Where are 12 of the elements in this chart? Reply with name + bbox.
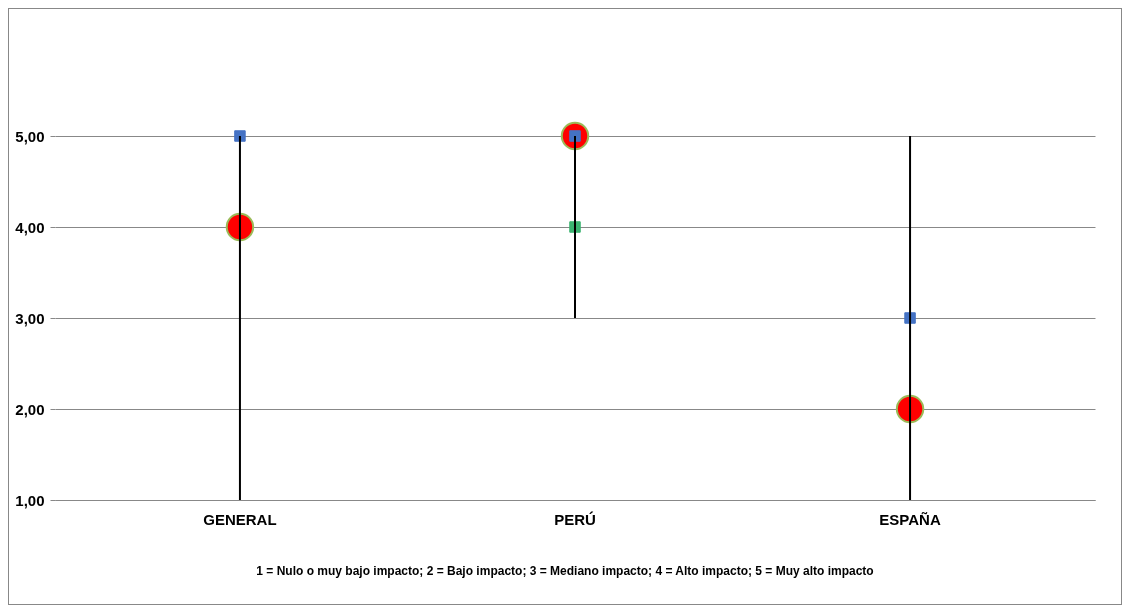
y-tick-label: 3,00 <box>15 309 45 327</box>
x-tick-label: PERÚ <box>554 510 596 528</box>
point <box>225 212 255 242</box>
y-tick-label: 2,00 <box>15 400 45 418</box>
x-tick-label: GENERAL <box>203 510 277 528</box>
y-tick-label: 1,00 <box>15 491 45 509</box>
y-tick-label: 5,00 <box>15 127 45 145</box>
point <box>234 130 246 142</box>
text: 1 = Nulo o muy bajo impacto; 2 = Bajo impacto; 3 = Mediano impacto; 4 = Alto impacto; 5 = Muy alto impacto <box>255 564 875 578</box>
x-tick-label: ESPAÑA <box>879 510 941 528</box>
point <box>895 394 925 424</box>
y-tick-label: 4,00 <box>15 218 45 236</box>
